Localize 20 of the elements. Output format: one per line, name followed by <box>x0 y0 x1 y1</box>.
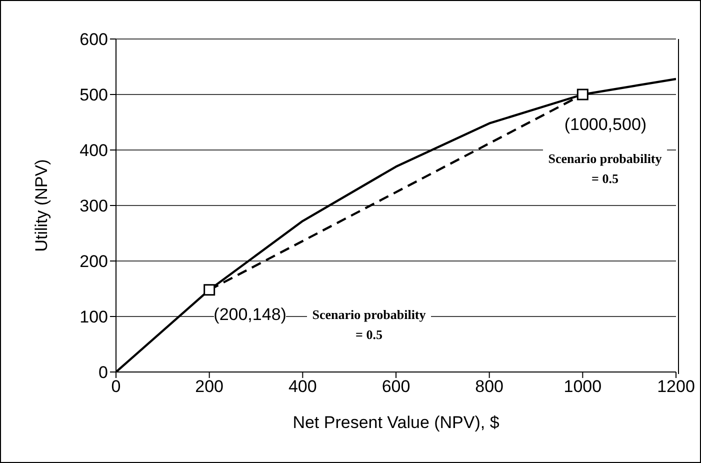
y-tick-label: 0 <box>98 363 108 382</box>
y-tick-label: 500 <box>80 86 108 105</box>
annotation: (200,148) <box>214 305 286 326</box>
y-tick-label: 400 <box>80 141 108 160</box>
x-tick-label: 200 <box>195 377 224 396</box>
annotation: Scenario probability = 0.5 <box>543 149 667 189</box>
y-tick-label: 300 <box>80 196 108 216</box>
x-tick-label: 1000 <box>564 377 602 396</box>
x-tick-label: 400 <box>288 377 317 396</box>
y-tick-label: 200 <box>80 252 108 272</box>
annotation: (1000,500) <box>564 114 647 135</box>
x-axis-title: Net Present Value (NPV), $ <box>292 413 500 432</box>
x-tick-label: 1200 <box>657 377 695 396</box>
y-axis-title: Utility (NPV) <box>32 159 52 252</box>
x-tick-label: 600 <box>382 377 410 396</box>
x-tick-label: 0 <box>111 377 121 396</box>
x-tick-label: 800 <box>475 377 504 396</box>
annotation: Scenario probability = 0.5 <box>307 305 431 345</box>
y-tick-label: 100 <box>80 308 108 327</box>
y-tick-label: 600 <box>80 30 108 50</box>
